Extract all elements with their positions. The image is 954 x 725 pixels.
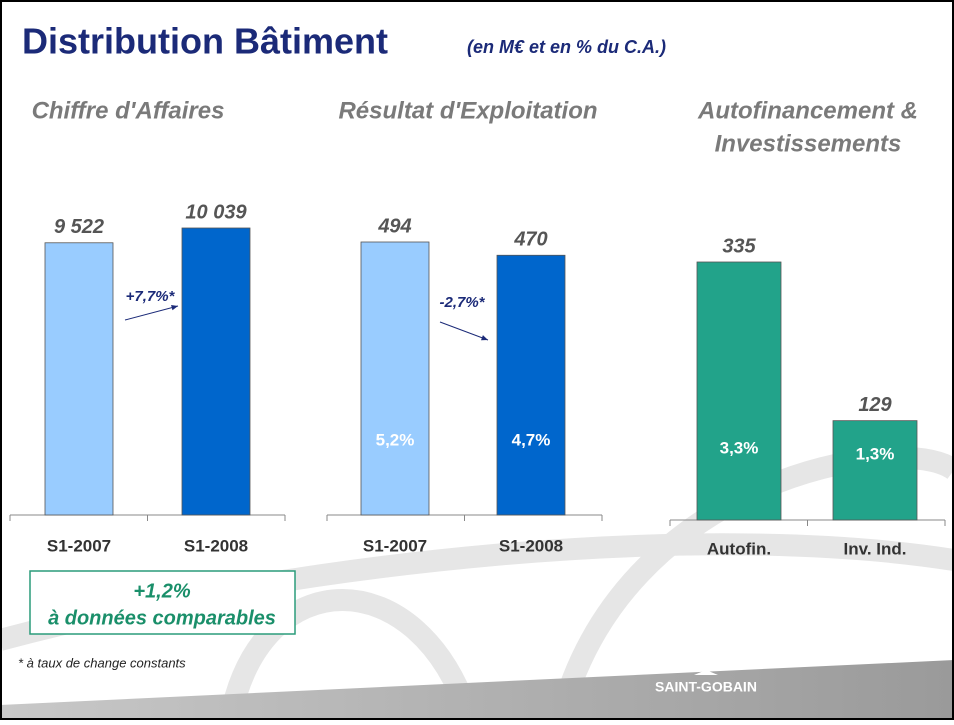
x-tick-label: S1-2008 [499, 536, 563, 555]
footnote: * à taux de change constants [18, 655, 186, 670]
chart-title: Autofinancement & [697, 97, 918, 124]
value-label: 9 522 [54, 216, 104, 238]
arrow-head [171, 305, 178, 311]
logo: SAINT-GOBAIN [655, 670, 757, 695]
value-label: 470 [513, 229, 547, 251]
value-label: 10 039 [185, 201, 247, 223]
value-label: 494 [377, 215, 411, 237]
arrow [124, 305, 179, 321]
pct-label: 3,3% [720, 438, 759, 457]
note-line: +1,2% [133, 580, 190, 602]
bar [496, 254, 566, 516]
chart-title: Investissements [715, 130, 902, 157]
x-tick-label: S1-2007 [47, 536, 111, 555]
pct-label: 5,2% [376, 430, 415, 449]
bar [181, 227, 251, 516]
growth-annotation: -2,7%* [439, 294, 485, 311]
pct-label: 4,7% [512, 430, 551, 449]
value-label: 335 [722, 235, 756, 257]
slide-subtitle: (en M€ et en % du C.A.) [467, 37, 666, 57]
bar [832, 420, 918, 521]
x-tick-label: Inv. Ind. [844, 539, 907, 558]
bar [360, 241, 430, 516]
x-tick-label: S1-2008 [184, 536, 248, 555]
chart-title: Chiffre d'Affaires [32, 97, 225, 124]
slide-title: Distribution Bâtiment [22, 21, 388, 62]
bar [696, 261, 782, 521]
growth-annotation: +7,7%* [126, 288, 176, 305]
chart-title: Résultat d'Exploitation [338, 97, 597, 124]
logo-text: SAINT-GOBAIN [655, 679, 757, 695]
value-label: 129 [858, 394, 892, 416]
note-line: à données comparables [48, 607, 276, 629]
pct-label: 1,3% [856, 444, 895, 463]
bar [44, 242, 114, 516]
arrow-head [481, 335, 488, 341]
arrow [439, 321, 489, 341]
x-tick-label: S1-2007 [363, 536, 427, 555]
x-tick-label: Autofin. [707, 539, 771, 558]
note-box [29, 570, 296, 635]
